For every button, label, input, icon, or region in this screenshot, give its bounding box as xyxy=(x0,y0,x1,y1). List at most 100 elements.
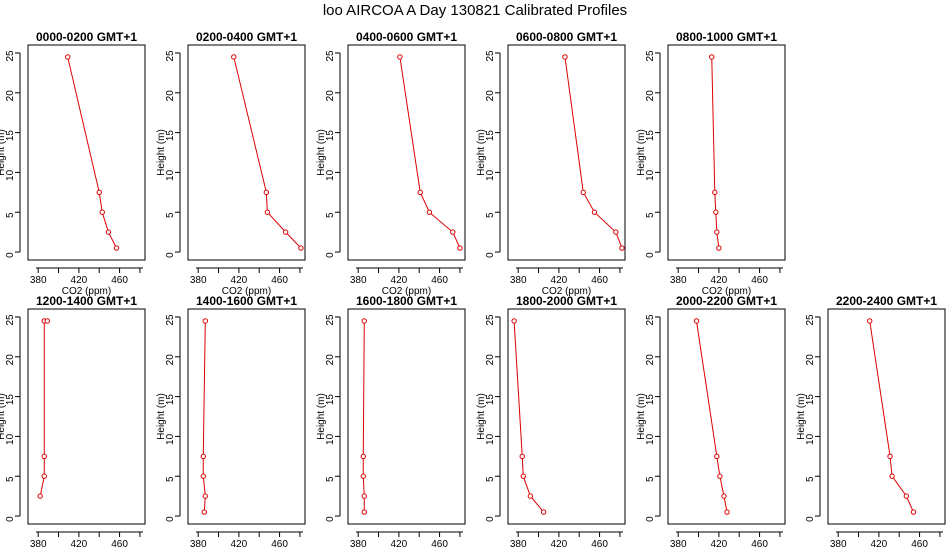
y-tick-label: 20 xyxy=(485,90,496,102)
x-tick-label: 460 xyxy=(431,275,448,286)
panel-title: 1400-1600 GMT+1 xyxy=(196,294,297,308)
panel-title: 0400-0600 GMT+1 xyxy=(356,30,457,44)
y-axis-label: Height (m) xyxy=(156,129,167,176)
data-point xyxy=(202,318,208,324)
y-tick-label: 5 xyxy=(645,212,656,218)
plot-frame xyxy=(347,308,466,525)
data-point xyxy=(41,453,47,460)
y-tick-label: 25 xyxy=(645,50,656,62)
y-tick-label: 10 xyxy=(645,433,656,445)
x-tick-label: 460 xyxy=(591,539,608,550)
y-tick-label: 0 xyxy=(325,252,336,258)
y-axis-label: Height (m) xyxy=(796,393,807,440)
data-point xyxy=(527,493,534,499)
data-point xyxy=(113,245,120,251)
data-point xyxy=(360,453,366,460)
y-tick-label: 10 xyxy=(165,433,176,445)
data-point xyxy=(693,318,700,324)
x-tick-label: 380 xyxy=(30,275,47,286)
y-tick-label: 0 xyxy=(485,516,496,522)
data-point xyxy=(721,493,727,499)
x-tick-label: 380 xyxy=(670,275,687,286)
series-line xyxy=(362,320,365,513)
plot-frame xyxy=(827,308,946,525)
y-axis-label: Height (m) xyxy=(0,393,7,440)
x-tick-label: 380 xyxy=(190,275,207,286)
data-point xyxy=(712,189,718,196)
y-tick-label: 25 xyxy=(5,314,16,326)
data-point xyxy=(201,509,207,515)
x-tick-label: 380 xyxy=(190,539,207,550)
series-line xyxy=(67,56,117,249)
panel-title: 0200-0400 GMT+1 xyxy=(196,30,297,44)
y-tick-label: 10 xyxy=(325,433,336,445)
y-tick-label: 10 xyxy=(805,433,816,445)
y-tick-label: 10 xyxy=(485,169,496,181)
y-tick-label: 5 xyxy=(325,212,336,218)
series-line xyxy=(399,56,461,249)
x-tick-label: 380 xyxy=(510,275,527,286)
y-tick-label: 5 xyxy=(165,476,176,482)
data-point xyxy=(99,209,105,215)
x-tick-label: 460 xyxy=(751,275,768,286)
y-tick-label: 0 xyxy=(485,252,496,258)
x-tick-label: 420 xyxy=(711,539,728,550)
data-point xyxy=(426,209,433,215)
x-axis-label: CO2 (ppm) xyxy=(702,286,751,297)
y-tick-label: 20 xyxy=(645,354,656,366)
y-tick-label: 15 xyxy=(485,130,496,142)
y-tick-label: 25 xyxy=(5,50,16,62)
x-axis-label: CO2 (ppm) xyxy=(542,286,591,297)
data-point xyxy=(520,473,526,479)
y-tick-label: 15 xyxy=(5,394,16,406)
y-tick-label: 10 xyxy=(325,169,336,181)
data-point xyxy=(200,473,206,479)
y-tick-label: 25 xyxy=(325,50,336,62)
x-axis-label: CO2 (ppm) xyxy=(382,286,431,297)
data-point xyxy=(96,189,102,196)
panel-title: 0600-0800 GMT+1 xyxy=(516,30,617,44)
x-tick-label: 380 xyxy=(510,539,527,550)
y-tick-label: 0 xyxy=(165,516,176,522)
data-point xyxy=(717,473,723,479)
y-tick-label: 0 xyxy=(165,252,176,258)
data-point xyxy=(298,245,304,251)
y-axis-label: Height (m) xyxy=(476,393,487,440)
y-tick-label: 25 xyxy=(645,314,656,326)
y-axis-label: Height (m) xyxy=(0,129,7,176)
x-tick-label: 460 xyxy=(271,539,288,550)
series-line xyxy=(711,56,720,249)
y-tick-label: 25 xyxy=(485,50,496,62)
data-point xyxy=(264,209,271,215)
panel-title: 1600-1800 GMT+1 xyxy=(356,294,457,308)
data-point xyxy=(713,209,719,215)
panel-title: 2000-2200 GMT+1 xyxy=(676,294,777,308)
data-point xyxy=(714,453,720,460)
y-axis-label: Height (m) xyxy=(636,129,647,176)
data-point xyxy=(511,318,517,324)
x-tick-label: 460 xyxy=(591,275,608,286)
y-tick-label: 15 xyxy=(165,394,176,406)
y-tick-label: 15 xyxy=(645,130,656,142)
y-axis-label: Height (m) xyxy=(316,393,327,440)
panel-title: 2200-2400 GMT+1 xyxy=(836,294,937,308)
plot-frame xyxy=(507,308,626,525)
data-point xyxy=(263,189,270,196)
x-tick-label: 420 xyxy=(391,539,408,550)
x-tick-label: 460 xyxy=(111,539,128,550)
y-axis-label: Height (m) xyxy=(476,129,487,176)
y-tick-label: 25 xyxy=(485,314,496,326)
data-point xyxy=(360,473,366,479)
y-tick-label: 15 xyxy=(485,394,496,406)
series-line xyxy=(869,320,914,513)
data-point xyxy=(887,453,893,460)
plot-frame xyxy=(27,308,146,525)
data-point xyxy=(41,473,47,479)
series-line xyxy=(564,56,623,249)
y-tick-label: 20 xyxy=(805,354,816,366)
y-tick-label: 15 xyxy=(325,394,336,406)
